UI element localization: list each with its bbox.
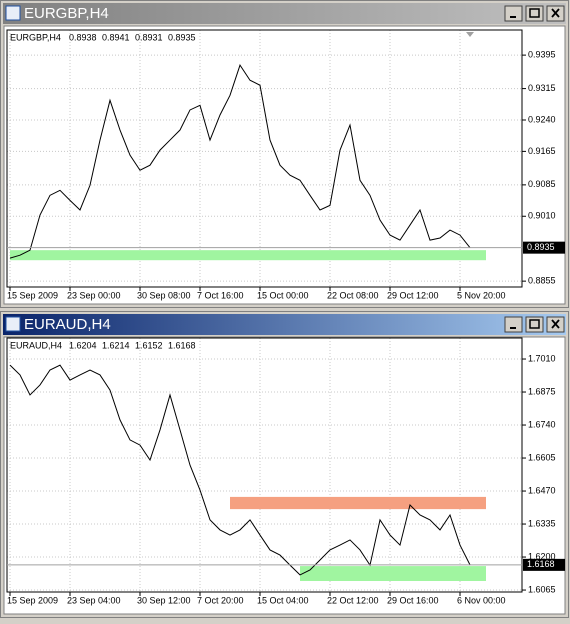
x-tick-label: 22 Oct 12:00 — [327, 595, 379, 605]
ohlc-value: 0.8931 — [135, 32, 163, 42]
zone — [300, 566, 486, 581]
ohlc-value: 0.8938 — [69, 32, 97, 42]
x-tick-label: 29 Oct 12:00 — [387, 290, 439, 300]
y-tick-label: 1.6470 — [528, 485, 556, 495]
button-glyph — [551, 319, 560, 329]
x-tick-label: 30 Sep 12:00 — [137, 595, 191, 605]
x-tick-label: 15 Oct 04:00 — [257, 595, 309, 605]
y-tick-label: 0.9395 — [528, 49, 556, 59]
y-tick-label: 1.6875 — [528, 386, 556, 396]
y-tick-label: 1.6065 — [528, 584, 556, 594]
y-tick-label: 0.9010 — [528, 211, 556, 221]
plot-frame — [6, 337, 523, 593]
bid-label: 0.8935 — [527, 242, 555, 252]
window-title: EURAUD,H4 — [24, 316, 111, 333]
button-glyph — [529, 319, 540, 329]
y-tick-label: 0.9165 — [528, 146, 556, 156]
y-tick-label: 0.8855 — [528, 276, 556, 286]
bid-label-box — [523, 241, 565, 254]
x-tick-label: 15 Sep 2009 — [7, 290, 58, 300]
bid-label: 1.6168 — [527, 559, 555, 569]
x-tick-label: 7 Oct 16:00 — [197, 290, 244, 300]
window-title: EURGBP,H4 — [24, 5, 109, 22]
x-tick-label: 7 Oct 20:00 — [197, 595, 244, 605]
window-icon — [5, 316, 21, 332]
title-bar — [3, 3, 566, 24]
ohlc-value: 1.6152 — [135, 340, 163, 350]
y-tick-label: 1.7010 — [528, 353, 556, 363]
plot-frame — [6, 29, 523, 288]
price-line — [9, 364, 471, 576]
x-tick-label: 30 Sep 08:00 — [137, 290, 191, 300]
x-tick-label: 6 Nov 00:00 — [457, 595, 506, 605]
ohlc-value: 0.8941 — [102, 32, 130, 42]
scroll-marker — [466, 32, 474, 37]
x-tick-label: 23 Sep 00:00 — [67, 290, 121, 300]
y-tick-label: 1.6200 — [528, 551, 556, 561]
zone — [230, 496, 486, 510]
y-tick-label: 0.9240 — [528, 114, 556, 124]
chart-area — [3, 25, 566, 305]
symbol-label: EURGBP,H4 — [10, 32, 61, 42]
y-tick-label: 1.6605 — [528, 452, 556, 462]
window-icon — [5, 5, 21, 21]
x-tick-label: 29 Oct 16:00 — [387, 595, 439, 605]
x-tick-label: 23 Sep 04:00 — [67, 595, 121, 605]
x-tick-label: 22 Oct 08:00 — [327, 290, 379, 300]
minimize-button[interactable] — [504, 5, 523, 22]
zone — [10, 250, 486, 261]
ohlc-value: 1.6204 — [69, 340, 97, 350]
y-tick-label: 1.6740 — [528, 419, 556, 429]
minimize-button[interactable] — [504, 316, 523, 333]
x-tick-label: 15 Sep 2009 — [7, 595, 58, 605]
button-glyph — [551, 8, 560, 18]
ohlc-value: 1.6168 — [168, 340, 196, 350]
title-bar — [3, 314, 566, 335]
price-line — [9, 64, 471, 259]
x-tick-label: 5 Nov 20:00 — [457, 290, 506, 300]
button-glyph — [529, 8, 540, 18]
bid-label-box — [523, 558, 565, 571]
x-tick-label: 15 Oct 00:00 — [257, 290, 309, 300]
y-tick-label: 0.9315 — [528, 83, 556, 93]
y-tick-label: 1.6335 — [528, 518, 556, 528]
ohlc-value: 0.8935 — [168, 32, 196, 42]
ohlc-value: 1.6214 — [102, 340, 130, 350]
symbol-label: EURAUD,H4 — [10, 340, 62, 350]
y-tick-label: 0.9085 — [528, 179, 556, 189]
